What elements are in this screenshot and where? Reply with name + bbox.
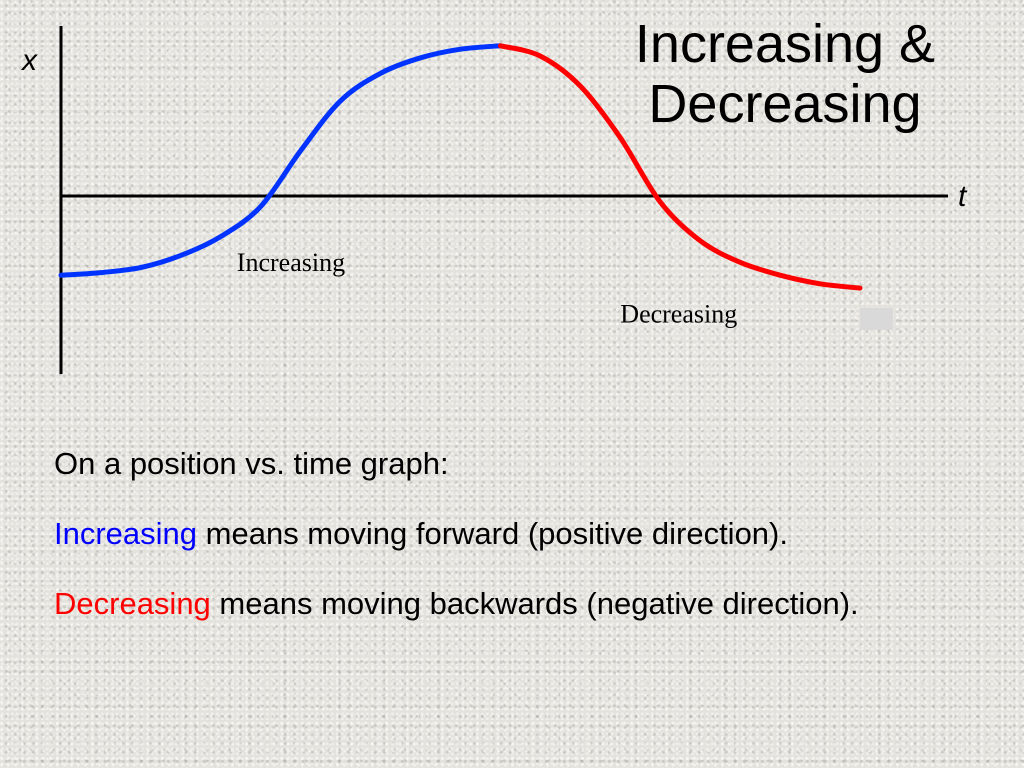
- x-axis-label: t: [958, 180, 968, 213]
- decreasing-description: means moving backwards (negative directi…: [210, 586, 859, 621]
- series-line-0: [58, 43, 503, 278]
- annotation-increasing: Increasing: [237, 248, 345, 277]
- explanation-decreasing: Decreasing means moving backwards (negat…: [54, 586, 994, 622]
- intro-text: On a position vs. time graph:: [54, 446, 449, 481]
- increasing-description: means moving forward (positive direction…: [197, 516, 788, 551]
- series-line-1: [498, 43, 863, 291]
- slide-title: Increasing & Decreasing: [560, 14, 1010, 134]
- title-line-2: Decreasing: [648, 74, 922, 134]
- keyword-decreasing: Decreasing: [54, 586, 211, 621]
- series-layer: [58, 43, 863, 291]
- position-time-chart: x t Increasing Decreasing: [20, 26, 968, 374]
- explanation-increasing: Increasing means moving forward (positiv…: [54, 516, 994, 552]
- explanation-text: On a position vs. time graph: Increasing…: [54, 446, 994, 656]
- explanation-intro: On a position vs. time graph:: [54, 446, 994, 482]
- keyword-increasing: Increasing: [54, 516, 198, 551]
- corner-placeholder-box: [860, 308, 893, 330]
- title-line-1: Increasing &: [634, 14, 936, 74]
- y-axis-label: x: [20, 44, 38, 77]
- annotation-decreasing: Decreasing: [620, 299, 737, 328]
